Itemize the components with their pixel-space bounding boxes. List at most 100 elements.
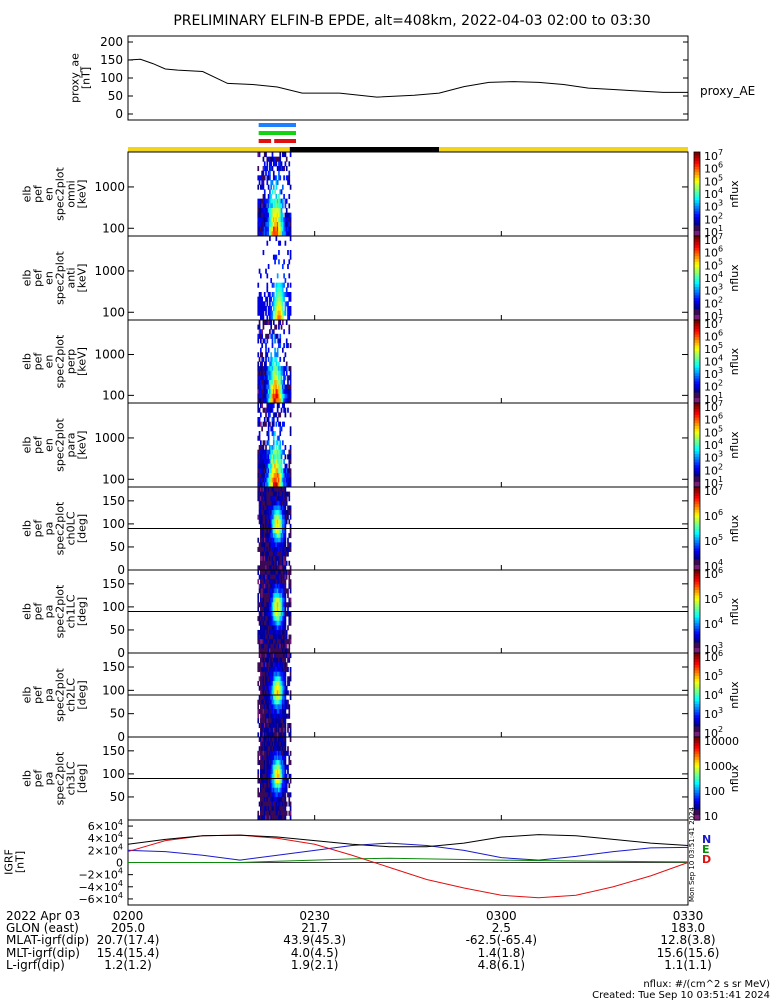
spectrogram-cell [266, 667, 269, 673]
colorbar-segment [694, 748, 700, 752]
spectrogram-cell [257, 379, 260, 385]
spectrogram-cell [276, 732, 279, 738]
colorbar-tick-label: 103 [704, 283, 723, 298]
spectrogram-cell [284, 352, 287, 358]
spectrogram-cell [276, 709, 279, 715]
spectrogram-cell [271, 301, 274, 307]
spectrogram-cell [258, 366, 261, 372]
spectrogram-cell [272, 496, 275, 502]
sunlight-bar [439, 147, 688, 152]
spectrogram-cell [272, 170, 275, 176]
spectrogram-cell [260, 611, 262, 617]
spectrogram-cell [280, 588, 283, 594]
spectrogram-cell [288, 194, 291, 200]
spectrogram-cell [285, 198, 288, 204]
spectrogram-cell [261, 643, 263, 649]
spectrogram-cell [276, 217, 279, 223]
spectrogram-cell [284, 161, 287, 167]
spectrogram-cell [267, 203, 270, 209]
spectrogram-cell [272, 487, 275, 493]
spectrogram-cell [272, 217, 275, 223]
y-tick-label: 100 [100, 71, 123, 85]
colorbar-segment [694, 683, 700, 688]
spectrogram-cell [260, 629, 262, 635]
colorbar-tick-label: 103 [704, 366, 723, 381]
spectrogram-cell [274, 324, 276, 330]
colorbar-segment [694, 258, 700, 262]
spectrogram-cell [271, 583, 274, 589]
spectrogram-cell [258, 519, 261, 525]
spectrogram-cell [271, 393, 274, 399]
y-axis-label-line: pa [43, 772, 56, 786]
spectrogram-cell [272, 629, 275, 635]
spectrogram-cell [262, 208, 265, 214]
igrf-series-E [128, 857, 689, 863]
spectrogram-cell [260, 671, 262, 677]
y-tick-label: 0 [117, 730, 125, 744]
spectrogram-cell [280, 468, 283, 474]
spectrogram-cell [284, 222, 287, 228]
spectrogram-cell [276, 629, 279, 635]
colorbar-segment [694, 664, 700, 668]
spectrogram-cell [265, 783, 267, 789]
colorbar-segment [694, 619, 700, 624]
spectrogram-cell [267, 449, 270, 455]
spectrogram-cell [278, 500, 280, 506]
spectrogram-cell [279, 625, 282, 631]
spectrogram-cell [263, 370, 266, 376]
spectrogram-cell [270, 384, 273, 390]
colorbar-segment [694, 400, 700, 404]
spectrogram-cell [260, 366, 262, 372]
spectrogram-cell [265, 671, 267, 677]
spectrogram-cell [270, 320, 273, 326]
spectrogram-cell [278, 546, 280, 552]
spectrogram-cell [265, 737, 267, 743]
spectrogram-cell [265, 398, 267, 404]
spectrogram-cell [270, 737, 273, 743]
colorbar-segment [694, 391, 700, 396]
colorbar-segment [694, 759, 700, 763]
spectrogram-cell [284, 588, 287, 594]
spectrogram-cell [278, 653, 280, 659]
spectrogram-cell [272, 514, 275, 520]
colorbar-segment [694, 658, 700, 662]
spectrogram-cell [283, 194, 285, 200]
spectrogram-cell [267, 778, 270, 784]
spectrogram-cell [263, 477, 266, 483]
spectrogram-cell [276, 606, 279, 612]
colorbar-tick-label: 107 [704, 483, 723, 498]
spectrogram-cell [260, 796, 262, 802]
y-axis-label-line: pef [32, 435, 45, 454]
spectrogram-cell [269, 755, 271, 761]
spectrogram-cell [284, 685, 287, 691]
spectrogram-cell [270, 620, 273, 626]
spectrogram-cell [270, 546, 273, 552]
spectrogram-cell [284, 412, 287, 418]
colorbar-segment [694, 303, 700, 307]
colorbar-tick-label: 1000 [704, 760, 732, 773]
spectrogram-cell [283, 801, 285, 807]
spectrogram-cell [270, 681, 273, 687]
spectrogram-cell [289, 778, 292, 784]
spectrogram-cell [270, 676, 273, 682]
spectrogram-cell [283, 570, 285, 576]
y-tick-label: 4×104 [88, 830, 123, 845]
spectrogram-cell [269, 375, 271, 381]
spectrogram-cell [275, 156, 278, 162]
colorbar-label: nflux [728, 264, 741, 292]
colorbar-segment [694, 174, 700, 178]
spectrogram-cell [285, 643, 288, 649]
spectrogram-cell [257, 375, 260, 381]
spectrogram-cell [274, 542, 276, 548]
spectrogram-cell [260, 361, 262, 367]
spectrogram-cell [266, 760, 269, 766]
spectrogram-cell [283, 449, 285, 455]
spectrogram-cell [281, 519, 284, 525]
colorbar-segment [694, 445, 700, 449]
spectrogram-cell [272, 723, 275, 729]
spectrogram-cell [263, 292, 266, 298]
spectrogram-cell [289, 389, 292, 395]
spectrogram-cell [278, 412, 280, 418]
spectrogram-cell [289, 282, 292, 288]
y-axis-label-line: [keV] [76, 180, 89, 209]
